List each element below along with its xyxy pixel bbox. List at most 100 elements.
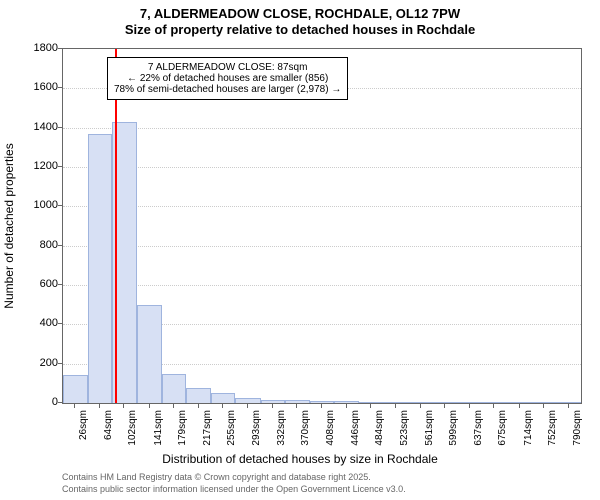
y-tick-label: 800 (18, 239, 58, 251)
x-tick-label: 790sqm (572, 410, 583, 446)
histogram-bar (235, 398, 260, 403)
histogram-bar (507, 402, 532, 403)
annotation-box: 7 ALDERMEADOW CLOSE: 87sqm← 22% of detac… (107, 57, 348, 100)
y-tick-label: 0 (18, 396, 58, 408)
y-tick-mark (58, 48, 62, 49)
histogram-bar (211, 393, 236, 403)
x-tick-label: 255sqm (226, 410, 237, 446)
x-tick-label: 484sqm (374, 410, 385, 446)
plot-area: 7 ALDERMEADOW CLOSE: 87sqm← 22% of detac… (62, 48, 582, 404)
x-tick-label: 523sqm (399, 410, 410, 446)
x-tick-mark (296, 404, 297, 408)
annotation-line: ← 22% of detached houses are smaller (85… (114, 73, 341, 84)
y-tick-label: 600 (18, 278, 58, 290)
histogram-bar (162, 374, 187, 404)
x-tick-mark (99, 404, 100, 408)
x-tick-mark (444, 404, 445, 408)
footer-copyright-2: Contains public sector information licen… (62, 484, 406, 494)
y-tick-mark (58, 323, 62, 324)
y-tick-label: 1200 (18, 160, 58, 172)
x-tick-mark (493, 404, 494, 408)
y-tick-label: 1600 (18, 81, 58, 93)
histogram-bar (88, 134, 113, 403)
marker-line (115, 49, 117, 403)
footer-copyright-1: Contains HM Land Registry data © Crown c… (62, 472, 371, 482)
x-tick-mark (272, 404, 273, 408)
title-line-1: 7, ALDERMEADOW CLOSE, ROCHDALE, OL12 7PW (0, 6, 600, 21)
gridline (63, 285, 581, 286)
x-tick-label: 293sqm (251, 410, 262, 446)
chart-container: 7, ALDERMEADOW CLOSE, ROCHDALE, OL12 7PW… (0, 0, 600, 500)
y-tick-mark (58, 87, 62, 88)
x-tick-label: 102sqm (127, 410, 138, 446)
x-tick-mark (519, 404, 520, 408)
y-tick-label: 1800 (18, 42, 58, 54)
x-tick-mark (370, 404, 371, 408)
x-tick-label: 217sqm (202, 410, 213, 446)
y-tick-mark (58, 363, 62, 364)
x-tick-label: 714sqm (523, 410, 534, 446)
histogram-bar (137, 305, 162, 403)
annotation-line: 7 ALDERMEADOW CLOSE: 87sqm (114, 62, 341, 73)
x-tick-label: 561sqm (424, 410, 435, 446)
histogram-bar (186, 388, 211, 403)
x-tick-mark (123, 404, 124, 408)
gridline (63, 167, 581, 168)
histogram-bar (310, 401, 335, 403)
y-tick-label: 200 (18, 357, 58, 369)
x-tick-mark (469, 404, 470, 408)
histogram-bar (63, 375, 88, 403)
x-tick-label: 675sqm (497, 410, 508, 446)
x-tick-mark (420, 404, 421, 408)
x-tick-label: 141sqm (153, 410, 164, 446)
y-tick-label: 1400 (18, 121, 58, 133)
title-line-2: Size of property relative to detached ho… (0, 22, 600, 37)
x-tick-mark (247, 404, 248, 408)
x-tick-label: 179sqm (177, 410, 188, 446)
y-tick-mark (58, 284, 62, 285)
histogram-bar (384, 402, 409, 403)
y-tick-mark (58, 205, 62, 206)
histogram-bar (334, 401, 359, 403)
x-tick-mark (321, 404, 322, 408)
histogram-bar (409, 402, 434, 403)
x-tick-label: 637sqm (473, 410, 484, 446)
histogram-bar (433, 402, 458, 403)
x-tick-mark (346, 404, 347, 408)
histogram-bar (458, 402, 483, 403)
y-tick-mark (58, 127, 62, 128)
gridline (63, 128, 581, 129)
y-axis-label: Number of detached properties (2, 143, 16, 308)
x-tick-mark (149, 404, 150, 408)
gridline (63, 206, 581, 207)
x-tick-label: 752sqm (547, 410, 558, 446)
histogram-bar (532, 402, 557, 403)
histogram-bar (285, 400, 310, 403)
y-tick-mark (58, 245, 62, 246)
x-tick-label: 446sqm (350, 410, 361, 446)
x-tick-label: 26sqm (78, 410, 89, 440)
y-tick-label: 1000 (18, 199, 58, 211)
x-axis-label: Distribution of detached houses by size … (0, 452, 600, 466)
y-tick-label: 400 (18, 317, 58, 329)
histogram-bar (482, 402, 507, 403)
histogram-bar (261, 400, 286, 403)
gridline (63, 246, 581, 247)
x-tick-label: 370sqm (300, 410, 311, 446)
x-tick-label: 332sqm (276, 410, 287, 446)
x-tick-mark (198, 404, 199, 408)
x-tick-mark (568, 404, 569, 408)
x-tick-label: 599sqm (448, 410, 459, 446)
x-tick-label: 64sqm (103, 410, 114, 440)
annotation-line: 78% of semi-detached houses are larger (… (114, 84, 341, 95)
x-tick-label: 408sqm (325, 410, 336, 446)
x-tick-mark (395, 404, 396, 408)
histogram-bar (359, 402, 384, 403)
x-tick-mark (173, 404, 174, 408)
y-tick-mark (58, 402, 62, 403)
x-tick-mark (74, 404, 75, 408)
y-tick-mark (58, 166, 62, 167)
x-tick-mark (543, 404, 544, 408)
histogram-bar (556, 402, 581, 403)
x-tick-mark (222, 404, 223, 408)
